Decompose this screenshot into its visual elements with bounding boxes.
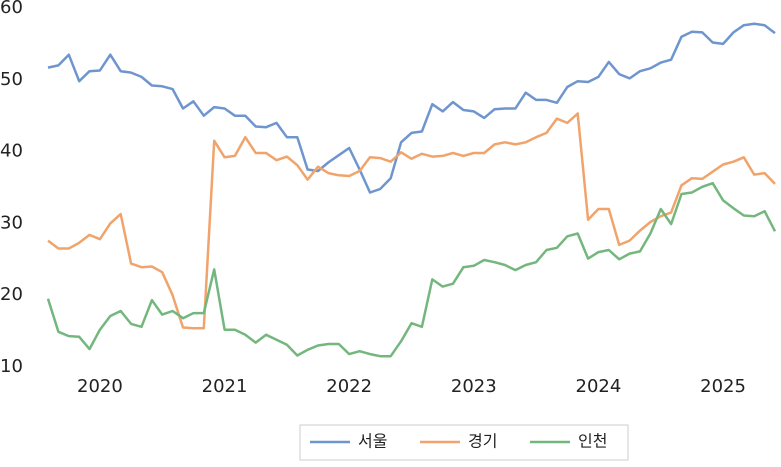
- x-tick-label: 2025: [700, 376, 746, 397]
- y-tick-label: 10: [0, 356, 23, 377]
- line-series: [47, 112, 776, 330]
- y-tick-label: 60: [0, 0, 23, 18]
- y-tick-label: 30: [0, 212, 23, 233]
- y-tick-label: 40: [0, 141, 23, 162]
- line-series: [47, 22, 776, 194]
- legend-box: [299, 424, 629, 461]
- legend-label: 서울: [358, 432, 387, 451]
- legend-label: 경기: [468, 432, 497, 451]
- x-tick-label: 2021: [202, 376, 248, 397]
- legend-label: 인천: [578, 432, 607, 451]
- y-tick-label: 50: [0, 69, 23, 90]
- x-tick-label: 2022: [326, 376, 372, 397]
- line-series: [46, 181, 777, 358]
- x-tick-label: 2020: [77, 376, 123, 397]
- y-tick-label: 20: [0, 284, 23, 305]
- x-tick-label: 2023: [451, 376, 497, 397]
- x-tick-label: 2024: [576, 376, 622, 397]
